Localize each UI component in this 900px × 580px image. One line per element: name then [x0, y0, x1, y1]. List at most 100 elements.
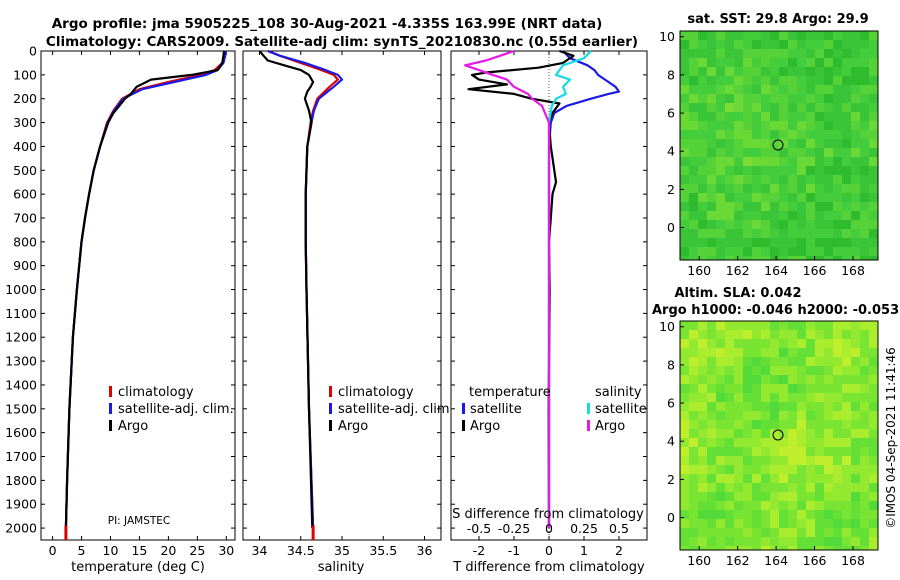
map-cell	[815, 175, 824, 184]
map-cell	[707, 546, 716, 550]
map-cell	[851, 330, 860, 339]
map-cell	[743, 229, 752, 238]
map-cell	[725, 58, 734, 67]
map-cell	[824, 85, 833, 94]
map-cell	[689, 429, 698, 438]
map-cell	[779, 456, 788, 465]
map-cell	[779, 537, 788, 546]
map-cell	[716, 40, 725, 49]
map-cell	[770, 202, 779, 211]
map-cell	[680, 429, 689, 438]
legend-label-argo: Argo	[118, 419, 148, 434]
map-cell	[860, 537, 869, 546]
map-cell	[860, 393, 869, 402]
map-cell	[761, 447, 770, 456]
map-cell	[725, 447, 734, 456]
legend-swatch-sal-satellite	[587, 403, 590, 414]
map-cell	[779, 393, 788, 402]
map-ytick-label: 0	[667, 220, 675, 235]
ytick-label: 1100	[5, 306, 37, 321]
map-cell	[689, 112, 698, 121]
salinity-lines	[258, 49, 344, 540]
map-cell	[842, 537, 851, 546]
map-cell	[698, 247, 707, 256]
map-cell	[815, 366, 824, 375]
map-cell	[680, 519, 689, 528]
map-cell	[833, 501, 842, 510]
map-cell	[743, 519, 752, 528]
map-cell	[869, 339, 878, 348]
map-cell	[770, 76, 779, 85]
map-xtick-label: 166	[803, 553, 827, 568]
map-cell	[725, 229, 734, 238]
ytick-label: 600	[13, 187, 37, 202]
map-cell	[743, 94, 752, 103]
map-cell	[779, 220, 788, 229]
map-cell	[707, 429, 716, 438]
map-cell	[797, 103, 806, 112]
map-cell	[833, 537, 842, 546]
map-cell	[815, 429, 824, 438]
map-cell	[788, 103, 797, 112]
map-cell	[734, 85, 743, 94]
map-cell	[680, 483, 689, 492]
map-cell	[824, 121, 833, 130]
map-cell	[788, 465, 797, 474]
map-cell	[842, 546, 851, 550]
map-cell	[824, 546, 833, 550]
map-cell	[815, 537, 824, 546]
map-cell	[680, 193, 689, 202]
map-cell	[833, 58, 842, 67]
map-cell	[761, 256, 770, 260]
xtick-label: 1	[580, 543, 588, 558]
map-cell	[851, 510, 860, 519]
map-cell	[824, 229, 833, 238]
map-cell	[779, 130, 788, 139]
map-cell	[824, 112, 833, 121]
map-cell	[815, 121, 824, 130]
difference-xtick-group: -2 -1 0 1 2	[473, 51, 623, 558]
map-cell	[761, 537, 770, 546]
map-cell	[824, 492, 833, 501]
map-cell	[788, 211, 797, 220]
map-cell	[752, 357, 761, 366]
ytick-label: 200	[13, 91, 37, 106]
map-cell	[761, 348, 770, 357]
map-cell	[842, 366, 851, 375]
map-cell	[698, 229, 707, 238]
map-cell	[716, 112, 725, 121]
map-cell	[797, 510, 806, 519]
map-cell	[761, 112, 770, 121]
map-cell	[824, 238, 833, 247]
map-cell	[869, 139, 878, 148]
map-cell	[716, 447, 725, 456]
map-cell	[797, 238, 806, 247]
map-cell	[698, 474, 707, 483]
map-cell	[743, 130, 752, 139]
map-cell	[842, 157, 851, 166]
map-cell	[743, 528, 752, 537]
map-cell	[797, 492, 806, 501]
map-cell	[815, 211, 824, 220]
map-cell	[815, 193, 824, 202]
map-cell	[833, 429, 842, 438]
map-cell	[806, 67, 815, 76]
map-cell	[680, 456, 689, 465]
map-cell	[770, 348, 779, 357]
map-cell	[680, 157, 689, 166]
map-cell	[689, 193, 698, 202]
sla-map-subtitle: Argo h1000: -0.046 h2000: -0.053	[652, 303, 899, 318]
map-cell	[779, 510, 788, 519]
map-cell	[806, 456, 815, 465]
map-cell	[725, 166, 734, 175]
map-cell	[752, 67, 761, 76]
xtick-label: 25	[189, 543, 205, 558]
map-cell	[860, 148, 869, 157]
map-cell	[779, 402, 788, 411]
map-cell	[734, 76, 743, 85]
map-cell	[788, 112, 797, 121]
map-cell	[707, 483, 716, 492]
map-cell	[680, 49, 689, 58]
map-cell	[752, 348, 761, 357]
map-cell	[680, 148, 689, 157]
